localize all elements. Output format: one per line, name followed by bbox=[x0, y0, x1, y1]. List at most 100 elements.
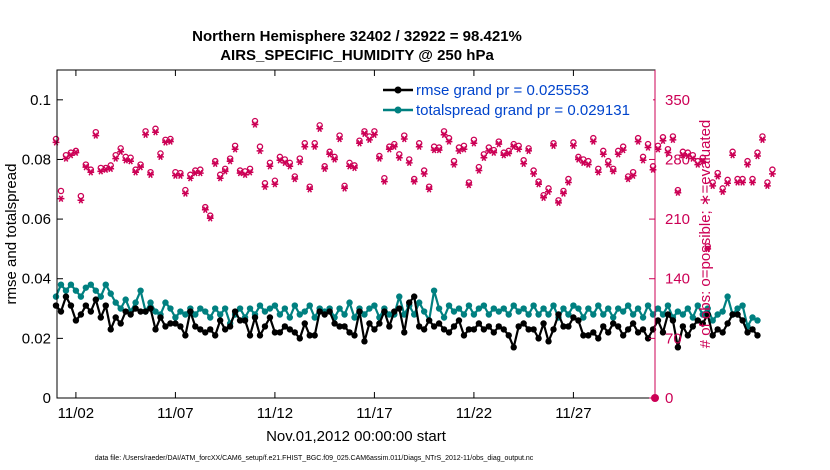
rmse-point bbox=[401, 329, 408, 336]
spread-point bbox=[465, 302, 473, 309]
obs-evaluated-point bbox=[689, 155, 697, 162]
rmse-point bbox=[605, 329, 612, 336]
rmse-point bbox=[107, 326, 114, 333]
obs-evaluated-point bbox=[291, 175, 299, 183]
rmse-point bbox=[52, 302, 60, 309]
rmse-point bbox=[376, 320, 383, 327]
obs-evaluated-point bbox=[769, 170, 776, 178]
spread-point bbox=[639, 314, 647, 321]
spread-point bbox=[271, 302, 279, 309]
rmse-point bbox=[440, 326, 448, 333]
rmse-point bbox=[251, 314, 259, 321]
obs-evaluated-point bbox=[664, 149, 672, 156]
rmse-point bbox=[286, 326, 294, 333]
spread-point bbox=[545, 311, 552, 318]
obs-evaluated-point bbox=[485, 147, 493, 155]
obs-evaluated-point bbox=[97, 168, 105, 175]
rmse-point bbox=[142, 308, 149, 315]
spread-point bbox=[212, 305, 219, 312]
obs-evaluated-point bbox=[584, 161, 592, 168]
obs-evaluated-point bbox=[679, 151, 687, 159]
rmse-point bbox=[62, 293, 70, 300]
rmse-point bbox=[445, 329, 453, 336]
rmse-point bbox=[261, 323, 269, 330]
rmse-point bbox=[396, 305, 403, 312]
rmse-point bbox=[226, 323, 234, 330]
rmse-point bbox=[739, 317, 746, 324]
spread-point bbox=[654, 305, 662, 312]
rmse-point bbox=[306, 332, 313, 339]
obs-evaluated-point bbox=[525, 147, 532, 155]
rmse-point bbox=[276, 329, 284, 336]
rmse-point bbox=[281, 323, 289, 330]
spread-point bbox=[112, 299, 119, 306]
spread-point bbox=[605, 305, 612, 312]
spread-point bbox=[286, 314, 294, 321]
obs-evaluated-point bbox=[62, 155, 70, 162]
rmse-point bbox=[585, 332, 592, 339]
rmse-point bbox=[465, 326, 473, 333]
obs-evaluated-point bbox=[296, 158, 304, 166]
rmse-point bbox=[331, 320, 338, 327]
spread-point bbox=[401, 311, 408, 318]
spread-point bbox=[72, 287, 80, 294]
obs-evaluated-point bbox=[266, 162, 274, 170]
x-tick-label: 11/22 bbox=[456, 405, 492, 422]
spread-point bbox=[430, 287, 438, 294]
obs-evaluated-point bbox=[614, 151, 622, 158]
spread-point bbox=[296, 311, 303, 318]
rmse-point bbox=[162, 323, 169, 330]
spread-point bbox=[341, 311, 348, 318]
obs-evaluated-point bbox=[520, 160, 528, 168]
rmse-point bbox=[117, 320, 124, 327]
obs-evaluated-point bbox=[575, 156, 582, 163]
rmse-point bbox=[475, 320, 483, 327]
spread-point bbox=[644, 302, 652, 309]
spread-point bbox=[590, 311, 597, 318]
rmse-point bbox=[236, 317, 244, 324]
spread-point bbox=[739, 302, 746, 309]
rmse-point bbox=[92, 296, 100, 303]
rmse-point bbox=[570, 314, 577, 321]
rmse-point bbox=[515, 323, 522, 330]
rmse-point bbox=[629, 320, 637, 327]
spread-point bbox=[182, 311, 189, 318]
obs-evaluated-point bbox=[490, 149, 498, 156]
obs-evaluated-point bbox=[286, 162, 294, 170]
obs-evaluated-point bbox=[226, 157, 234, 165]
obs-evaluated-point bbox=[644, 144, 652, 151]
rmse-point bbox=[266, 314, 274, 321]
obs-evaluated-point bbox=[326, 151, 333, 158]
obs-evaluated-point bbox=[211, 160, 219, 168]
obs-evaluated-point bbox=[201, 206, 209, 214]
rmse-point bbox=[72, 317, 80, 324]
obs-evaluated-point bbox=[744, 161, 751, 168]
obs-evaluated-point bbox=[425, 185, 433, 193]
obs-evaluated-point bbox=[236, 169, 244, 177]
obs-evaluated-point bbox=[246, 168, 254, 176]
spread-point bbox=[619, 308, 627, 315]
x-tick-label: 11/12 bbox=[257, 405, 293, 422]
rmse-point bbox=[420, 326, 428, 333]
obs-evaluated-point bbox=[127, 157, 134, 165]
rmse-point bbox=[231, 308, 239, 315]
obs-evaluated-point bbox=[92, 132, 100, 139]
spread-point bbox=[162, 299, 169, 306]
rmse-point bbox=[555, 311, 562, 318]
obs-evaluated-point bbox=[147, 171, 154, 179]
spread-point bbox=[92, 287, 100, 294]
obs-evaluated-point bbox=[510, 143, 518, 150]
obs-evaluated-point bbox=[182, 190, 189, 197]
obs-evaluated-point bbox=[162, 139, 169, 146]
obs-evaluated-point bbox=[555, 199, 562, 207]
obs-evaluated-point bbox=[759, 136, 766, 144]
rmse-point bbox=[575, 317, 582, 324]
obs-evaluated-point bbox=[107, 165, 115, 173]
spread-point bbox=[261, 308, 269, 315]
rmse-point bbox=[719, 329, 726, 336]
rmse-point bbox=[316, 308, 323, 315]
rmse-point bbox=[207, 326, 214, 333]
spread-point bbox=[361, 311, 368, 318]
spread-point bbox=[580, 314, 587, 321]
